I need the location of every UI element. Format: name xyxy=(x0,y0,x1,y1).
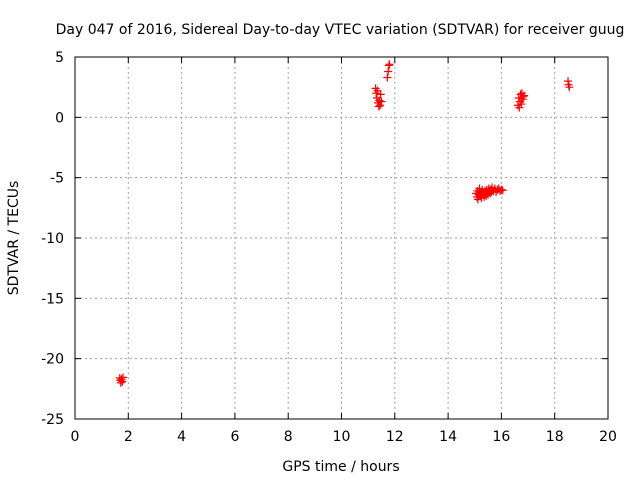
y-tick-label: 5 xyxy=(55,50,64,66)
x-tick-label: 4 xyxy=(177,429,186,445)
x-tick-label: 14 xyxy=(439,429,457,445)
y-tick-label: -10 xyxy=(41,231,64,247)
chart-title: Day 047 of 2016, Sidereal Day-to-day VTE… xyxy=(56,22,625,38)
x-axis-label: GPS time / hours xyxy=(282,459,399,475)
x-tick-label: 6 xyxy=(230,429,239,445)
data-point xyxy=(377,97,386,106)
x-tick-label: 12 xyxy=(386,429,404,445)
data-point xyxy=(116,378,125,387)
data-point xyxy=(384,67,393,76)
y-tick-label: -20 xyxy=(41,352,64,368)
data-points xyxy=(115,60,574,387)
x-tick-label: 2 xyxy=(124,429,133,445)
data-point xyxy=(514,94,523,103)
y-tick-label: -15 xyxy=(41,291,64,307)
x-tick-label: 16 xyxy=(492,429,510,445)
x-tick-label: 18 xyxy=(546,429,564,445)
x-tick-label: 20 xyxy=(599,429,617,445)
data-point xyxy=(383,73,392,82)
x-tick-label: 8 xyxy=(284,429,293,445)
axis-ticks: 0 2 4 6 8 10 12 14 16 18 20 -25 -20 -15 -10 -5 0 5 xyxy=(41,50,617,445)
data-point xyxy=(376,101,385,110)
y-tick-label: -5 xyxy=(50,171,64,187)
data-point xyxy=(118,373,127,382)
y-axis-label: SDTVAR / TECUs xyxy=(6,181,22,296)
data-point xyxy=(520,91,529,100)
data-point xyxy=(497,185,506,194)
y-tick-label: 0 xyxy=(55,110,64,126)
data-point xyxy=(376,90,385,99)
y-tick-label: -25 xyxy=(41,412,64,428)
data-point xyxy=(565,83,574,92)
data-point xyxy=(498,186,507,195)
data-point xyxy=(385,60,394,69)
grid-lines xyxy=(75,57,608,419)
x-tick-label: 0 xyxy=(71,429,80,445)
x-tick-label: 10 xyxy=(333,429,351,445)
data-point xyxy=(519,92,528,101)
data-point xyxy=(517,100,526,109)
